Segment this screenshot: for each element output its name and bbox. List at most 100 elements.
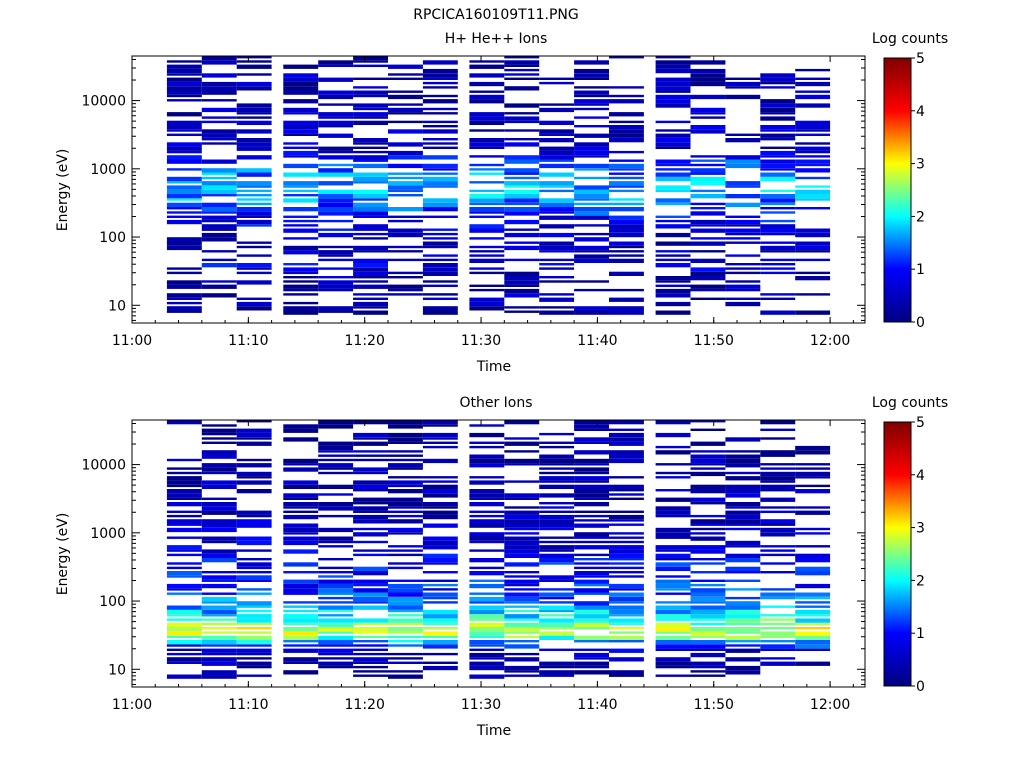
heatmap-cell [318, 77, 354, 82]
heatmap-cell [504, 120, 540, 124]
heatmap-cell [388, 185, 423, 190]
heatmap-cell [725, 622, 761, 626]
heatmap-cell [166, 293, 202, 298]
heatmap-cell [201, 86, 237, 91]
heatmap-cell [574, 618, 609, 623]
heatmap-cell [388, 94, 423, 100]
heatmap-cell [725, 514, 761, 520]
heatmap-cell [236, 280, 272, 285]
heatmap-cell [795, 250, 831, 253]
heatmap-cell [283, 276, 319, 279]
heatmap-cell [469, 627, 505, 632]
heatmap-cell [388, 258, 423, 262]
heatmap-cell [201, 258, 237, 262]
heatmap-cell [318, 596, 354, 600]
heatmap-cell [353, 189, 388, 194]
heatmap-cell [353, 489, 388, 492]
heatmap-cell [318, 467, 354, 470]
heatmap-cell [469, 514, 505, 518]
heatmap-cell [388, 484, 423, 488]
x-tick-label: 12:00 [810, 697, 850, 713]
heatmap-cell [469, 596, 505, 602]
heatmap-cell [725, 614, 761, 619]
heatmap-cell [725, 588, 761, 591]
heatmap-cell [539, 276, 575, 279]
heatmap-cell [283, 562, 319, 567]
heatmap-cell [690, 458, 726, 464]
heatmap-cell [609, 219, 644, 225]
heatmap-cell [795, 553, 831, 558]
heatmap-cell [236, 622, 272, 626]
heatmap-cell [318, 609, 354, 613]
heatmap-cell [201, 194, 237, 197]
heatmap-cell [388, 250, 423, 253]
heatmap-cell [166, 545, 202, 550]
heatmap-cell [353, 441, 388, 446]
heatmap-cell [690, 652, 726, 658]
heatmap-cell [609, 99, 644, 104]
heatmap-cell [760, 232, 796, 236]
heatmap-cell [422, 437, 458, 440]
heatmap-cell [574, 103, 609, 106]
heatmap-cell [283, 224, 319, 227]
heatmap-cell [201, 605, 237, 610]
heatmap-cell [318, 622, 354, 627]
heatmap-cell [353, 420, 388, 425]
heatmap-cell [504, 631, 540, 634]
heatmap-cell [353, 484, 388, 489]
heatmap-cell [422, 202, 458, 207]
heatmap-cell [201, 467, 237, 472]
heatmap-cell [166, 73, 202, 76]
heatmap-cell [469, 493, 505, 498]
heatmap-cell [760, 146, 796, 149]
heatmap-cell [760, 476, 796, 481]
heatmap-cell [283, 90, 319, 95]
heatmap-cell [283, 605, 319, 608]
heatmap-cell [201, 428, 237, 433]
heatmap-cell [760, 176, 796, 182]
heatmap-cell [655, 627, 691, 632]
heatmap-cell [795, 601, 831, 604]
colorbar-gradient [883, 57, 912, 323]
heatmap-cell [725, 232, 761, 236]
heatmap-cell [469, 99, 505, 104]
heatmap-cell [725, 502, 761, 507]
heatmap-cell [422, 293, 458, 296]
heatmap-cell [609, 657, 644, 662]
x-tick-label: 11:40 [577, 697, 617, 713]
heatmap-cell [504, 258, 540, 262]
heatmap-cell [609, 437, 644, 442]
heatmap-cell [318, 463, 354, 468]
colorbar-gradient [883, 421, 912, 687]
heatmap-cell [236, 652, 272, 656]
heatmap-cell [655, 489, 691, 492]
heatmap-cell [353, 142, 388, 145]
heatmap-cell [655, 592, 691, 595]
heatmap-cell [318, 618, 354, 623]
heatmap-cell [795, 168, 831, 173]
heatmap-cell [760, 467, 796, 470]
colorbar-tick-label: 5 [916, 415, 925, 431]
heatmap-cell [236, 536, 272, 541]
heatmap-cell [690, 665, 726, 669]
heatmap-cell [166, 571, 202, 576]
heatmap-cell [166, 129, 202, 132]
heatmap-cell [655, 258, 691, 262]
heatmap-cell [609, 86, 644, 89]
heatmap-cell [469, 301, 505, 307]
heatmap-cell [539, 245, 575, 251]
heatmap-cell [655, 202, 691, 206]
heatmap-cell [283, 120, 319, 125]
heatmap-cell [469, 258, 505, 263]
heatmap-cell [283, 540, 319, 546]
heatmap-cell [469, 81, 505, 87]
heatmap-cell [795, 609, 831, 615]
heatmap-cell [655, 566, 691, 571]
heatmap-cell [388, 150, 423, 156]
heatmap-cell [166, 219, 202, 225]
heatmap-cell [760, 116, 796, 121]
heatmap-cell [388, 77, 423, 80]
heatmap-cell [539, 293, 575, 296]
heatmap-cell [760, 202, 796, 206]
heatmap-cell [469, 644, 505, 647]
